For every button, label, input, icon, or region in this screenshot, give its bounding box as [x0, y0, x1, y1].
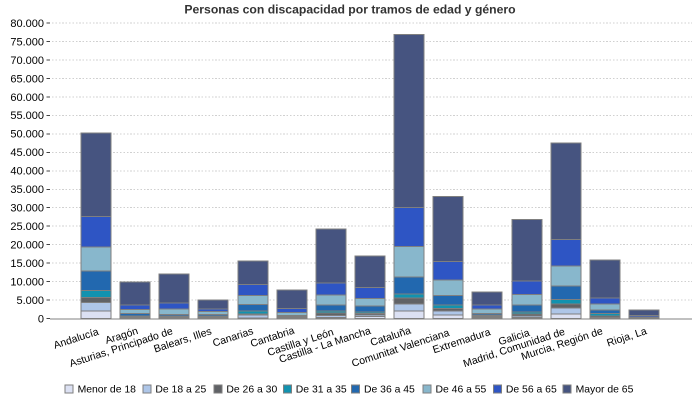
svg-text:5.000: 5.000: [16, 295, 44, 307]
svg-text:65.000: 65.000: [10, 73, 44, 85]
svg-text:75.000: 75.000: [10, 36, 44, 48]
svg-text:Mayor de 65: Mayor de 65: [576, 385, 634, 396]
svg-text:Menor de 18: Menor de 18: [78, 385, 137, 396]
svg-text:80.000: 80.000: [10, 18, 44, 30]
svg-text:10.000: 10.000: [10, 276, 44, 288]
svg-text:70.000: 70.000: [10, 55, 44, 67]
svg-text:40.000: 40.000: [10, 166, 44, 178]
svg-text:25.000: 25.000: [10, 221, 44, 233]
svg-text:60.000: 60.000: [10, 92, 44, 104]
svg-text:De 46 a 55: De 46 a 55: [436, 385, 487, 396]
svg-text:De 18 a 25: De 18 a 25: [155, 385, 206, 396]
svg-text:20.000: 20.000: [10, 240, 44, 252]
svg-text:30.000: 30.000: [10, 203, 44, 215]
svg-text:55.000: 55.000: [10, 110, 44, 122]
svg-text:45.000: 45.000: [10, 147, 44, 159]
svg-text:50.000: 50.000: [10, 129, 44, 141]
svg-text:De 36 a 45: De 36 a 45: [364, 385, 415, 396]
svg-text:De 31 a 35: De 31 a 35: [296, 385, 347, 396]
svg-text:De 26 a 30: De 26 a 30: [226, 385, 277, 396]
svg-text:15.000: 15.000: [10, 258, 44, 270]
svg-text:Personas con discapacidad por: Personas con discapacidad por tramos de …: [184, 3, 515, 17]
svg-text:De 56 a 65: De 56 a 65: [506, 385, 557, 396]
svg-text:0: 0: [38, 313, 44, 325]
svg-text:35.000: 35.000: [10, 184, 44, 196]
